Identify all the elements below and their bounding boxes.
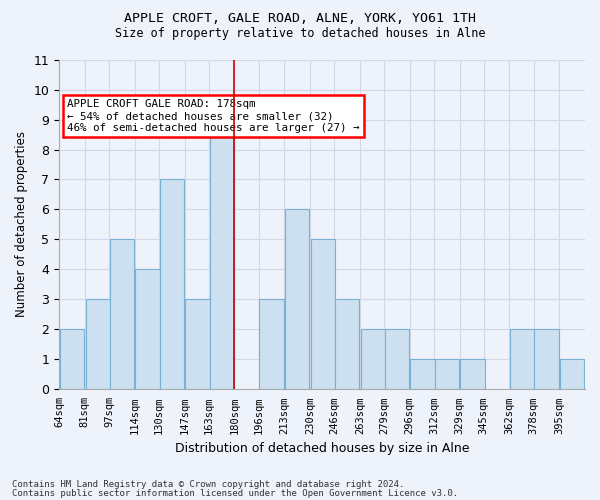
Text: APPLE CROFT, GALE ROAD, ALNE, YORK, YO61 1TH: APPLE CROFT, GALE ROAD, ALNE, YORK, YO61… (124, 12, 476, 26)
Bar (185, 299, 209, 388)
Bar (60, 329, 84, 388)
Bar (535, 329, 559, 388)
Bar (385, 329, 409, 388)
Text: Size of property relative to detached houses in Alne: Size of property relative to detached ho… (115, 28, 485, 40)
Bar (110, 239, 134, 388)
Bar (361, 329, 385, 388)
X-axis label: Distribution of detached houses by size in Alne: Distribution of detached houses by size … (175, 442, 469, 455)
Bar (311, 239, 335, 388)
Bar (259, 299, 284, 388)
Text: Contains HM Land Registry data © Crown copyright and database right 2024.: Contains HM Land Registry data © Crown c… (12, 480, 404, 489)
Y-axis label: Number of detached properties: Number of detached properties (15, 132, 28, 318)
Bar (460, 358, 485, 388)
Bar (560, 358, 584, 388)
Text: APPLE CROFT GALE ROAD: 178sqm
← 54% of detached houses are smaller (32)
46% of s: APPLE CROFT GALE ROAD: 178sqm ← 54% of d… (67, 100, 359, 132)
Text: Contains public sector information licensed under the Open Government Licence v3: Contains public sector information licen… (12, 489, 458, 498)
Bar (136, 269, 160, 388)
Bar (510, 329, 535, 388)
Bar (160, 180, 184, 388)
Bar (410, 358, 434, 388)
Bar (285, 210, 309, 388)
Bar (434, 358, 459, 388)
Bar (335, 299, 359, 388)
Bar (86, 299, 110, 388)
Bar (209, 120, 233, 388)
